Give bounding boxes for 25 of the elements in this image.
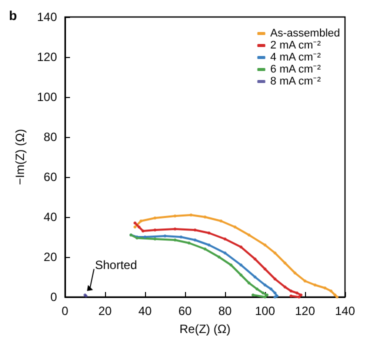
y-tick-label: 120 xyxy=(36,50,58,64)
x-axis-title: Re(Z) (Ω) xyxy=(180,322,230,336)
chart-title: b xyxy=(9,8,17,23)
y-tick-label: 0 xyxy=(50,290,58,304)
legend-label: As-assembled xyxy=(270,28,340,40)
legend-label: 8 mA cm⁻² xyxy=(270,76,322,88)
annotation: Shorted xyxy=(95,258,138,272)
y-tick-label: 40 xyxy=(44,210,58,224)
x-tick-label: 100 xyxy=(254,304,276,318)
x-tick-label: 60 xyxy=(178,304,192,318)
x-tick-label: 0 xyxy=(62,304,69,318)
y-tick-label: 80 xyxy=(44,130,58,144)
y-tick-label: 100 xyxy=(36,90,58,104)
x-tick-label: 40 xyxy=(138,304,152,318)
x-tick-label: 120 xyxy=(294,304,316,318)
y-tick-label: 60 xyxy=(44,170,58,184)
x-tick-label: 140 xyxy=(334,304,356,318)
x-tick-label: 80 xyxy=(218,304,232,318)
y-tick-label: 140 xyxy=(36,10,58,24)
y-tick-label: 20 xyxy=(44,250,58,264)
y-axis-title: −Im(Z) (Ω) xyxy=(13,129,28,185)
legend-label: 6 mA cm⁻² xyxy=(270,64,322,76)
x-tick-label: 20 xyxy=(98,304,112,318)
legend-label: 2 mA cm⁻² xyxy=(270,40,322,52)
legend-label: 4 mA cm⁻² xyxy=(270,52,322,64)
